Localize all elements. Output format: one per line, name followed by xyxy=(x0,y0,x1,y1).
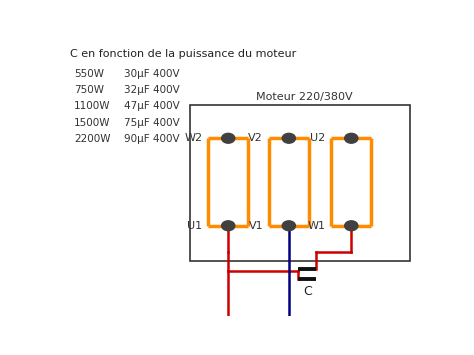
Text: 32μF 400V: 32μF 400V xyxy=(124,85,179,95)
Text: C: C xyxy=(303,285,311,298)
Text: 2200W: 2200W xyxy=(74,134,110,144)
Circle shape xyxy=(222,133,235,143)
Text: C en fonction de la puissance du moteur: C en fonction de la puissance du moteur xyxy=(70,49,297,59)
Circle shape xyxy=(222,221,235,231)
Bar xyxy=(190,105,410,261)
Text: 75μF 400V: 75μF 400V xyxy=(124,118,179,128)
Text: V2: V2 xyxy=(248,133,263,143)
Text: U2: U2 xyxy=(310,133,326,143)
Text: V1: V1 xyxy=(248,221,263,231)
Text: 47μF 400V: 47μF 400V xyxy=(124,102,179,111)
Text: 1500W: 1500W xyxy=(74,118,110,128)
Circle shape xyxy=(345,133,358,143)
Text: 750W: 750W xyxy=(74,85,104,95)
Text: U1: U1 xyxy=(187,221,202,231)
Text: 550W: 550W xyxy=(74,69,104,78)
Text: Moteur 220/380V: Moteur 220/380V xyxy=(256,92,352,102)
Circle shape xyxy=(345,221,358,231)
Text: 1100W: 1100W xyxy=(74,102,110,111)
Text: W2: W2 xyxy=(184,133,202,143)
Text: 30μF 400V: 30μF 400V xyxy=(124,69,179,78)
Circle shape xyxy=(282,133,295,143)
Text: 90μF 400V: 90μF 400V xyxy=(124,134,179,144)
Circle shape xyxy=(282,221,295,231)
Text: W1: W1 xyxy=(308,221,326,231)
